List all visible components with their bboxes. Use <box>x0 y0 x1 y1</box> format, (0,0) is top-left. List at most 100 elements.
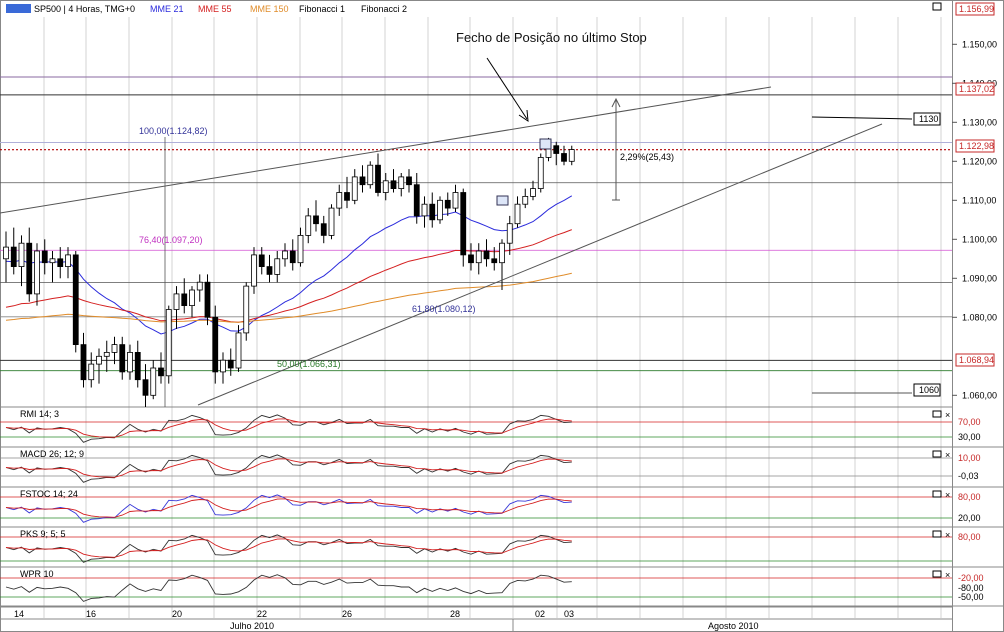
candle-body-35 <box>274 258 281 275</box>
macd-close-icon: × <box>945 450 950 460</box>
candle-body-29 <box>227 359 234 369</box>
candle-33 <box>258 247 265 275</box>
fib-100-label: 100,00(1.124,82) <box>139 126 208 136</box>
rmi-label: RMI 14; 3 <box>20 409 59 419</box>
candle-12 <box>96 348 102 384</box>
fib-50-label: 50,00(1.066,31) <box>277 359 341 369</box>
candle-31 <box>243 282 250 341</box>
symbol-label[interactable]: SP500 | 4 Horas, TMG+0 <box>34 4 135 14</box>
candle-body-69 <box>537 156 544 189</box>
candle-body-12 <box>96 355 102 365</box>
fibonacci2-label[interactable]: Fibonacci 2 <box>361 4 407 14</box>
candle-66 <box>514 196 521 228</box>
candle-18 <box>142 364 149 407</box>
macd-axis-label-0: 10,00 <box>958 453 981 463</box>
candle-72 <box>561 145 567 166</box>
svg-text:1.068,94: 1.068,94 <box>959 355 994 365</box>
candle-body-4 <box>34 250 40 295</box>
axis-label-1068: 1.068,94 <box>955 353 995 367</box>
candle-9 <box>72 251 79 353</box>
candle-body-60 <box>468 254 474 264</box>
lower-channel-line <box>197 123 883 406</box>
pks-maximize-icon <box>932 530 942 538</box>
mme55-label[interactable]: MME 55 <box>198 4 232 14</box>
price-tick-label-3: 1.120,00 <box>962 156 997 166</box>
candle-body-20 <box>158 367 164 377</box>
candle-20 <box>158 352 164 384</box>
price-tick-label-8: 1.060,00 <box>962 390 997 400</box>
rmi-pane: RMI 14; 3 × 70,00 30,00 <box>0 409 1004 448</box>
maximize-icon[interactable] <box>932 2 942 11</box>
candle-body-49 <box>382 180 389 193</box>
fstoc-pane: FSTOC 14; 24 × 80,00 20,00 <box>0 489 1004 528</box>
level-1130-line <box>811 116 913 120</box>
candle-body-6 <box>49 258 56 264</box>
price-tick-label-7: 1.080,00 <box>962 312 997 322</box>
candle-13 <box>103 340 110 372</box>
candle-34 <box>266 254 273 283</box>
candle-15 <box>119 336 126 380</box>
rmi-line-main <box>5 414 572 443</box>
time-month-1: Agosto 2010 <box>708 621 759 631</box>
mme150-label[interactable]: MME 150 <box>250 4 289 14</box>
candle-body-15 <box>119 344 126 373</box>
candle-8 <box>65 247 71 279</box>
level-1060-label: 1060 <box>919 385 939 395</box>
mme21-label[interactable]: MME 21 <box>150 4 184 14</box>
candle-body-34 <box>266 266 273 275</box>
candle-body-16 <box>127 351 133 373</box>
candle-body-44 <box>344 192 350 201</box>
candle-41 <box>320 215 327 244</box>
fstoc-label: FSTOC 14; 24 <box>20 489 78 499</box>
candle-body-17 <box>134 351 141 381</box>
grid-lines <box>43 17 942 618</box>
candle-body-22 <box>173 293 180 310</box>
candle-body-42 <box>328 207 335 236</box>
candle-17 <box>134 340 141 388</box>
svg-text:1.122,98: 1.122,98 <box>959 141 994 151</box>
pks-close-icon: × <box>945 530 950 540</box>
candle-49 <box>382 173 389 201</box>
time-tick-4: 26 <box>342 609 352 619</box>
candle-body-21 <box>165 309 172 377</box>
level-1060-box: 1060 <box>913 383 941 397</box>
candle-body-64 <box>499 242 505 264</box>
rmi-maximize-icon <box>932 410 942 418</box>
candle-65 <box>506 215 513 255</box>
buy-marker <box>496 195 509 206</box>
fstoc-axis-label-1: 20,00 <box>958 513 981 523</box>
candle-22 <box>173 286 180 329</box>
candle-body-48 <box>375 164 381 193</box>
fibonacci1-label[interactable]: Fibonacci 1 <box>299 4 345 14</box>
annotation-arrow-head <box>518 109 529 122</box>
candle-26 <box>204 274 211 326</box>
candles <box>3 137 575 407</box>
candle-58 <box>452 184 459 212</box>
fib-618-label: 61,80(1.080,12) <box>412 304 476 314</box>
candle-37 <box>289 239 296 271</box>
candle-3 <box>26 227 33 302</box>
candle-body-0 <box>3 246 9 260</box>
wpr-pane: WPR 10 × -20,00 -50,00-80,00 <box>0 569 1004 607</box>
candle-body-55 <box>429 203 436 221</box>
candle-body-50 <box>390 180 397 190</box>
candle-60 <box>468 243 474 271</box>
candle-52 <box>406 169 412 193</box>
candle-body-73 <box>568 149 575 162</box>
price-tick-label-6: 1.090,00 <box>962 273 997 283</box>
series-icon[interactable] <box>6 4 31 13</box>
candle-body-57 <box>444 199 451 209</box>
svg-text:1.137,02: 1.137,02 <box>959 84 994 94</box>
time-tick-2: 20 <box>172 609 182 619</box>
candle-73 <box>568 145 575 166</box>
rmi-close-icon: × <box>945 410 950 420</box>
candle-62 <box>483 239 490 267</box>
pks-pane: PKS 9; 5; 5 × 80,00 <box>0 529 1004 568</box>
rmi-axis-label-0: 70,00 <box>958 417 981 427</box>
candle-body-5 <box>41 250 48 264</box>
candle-16 <box>127 344 133 380</box>
candle-body-36 <box>282 250 288 260</box>
sell-marker <box>539 138 552 150</box>
candle-10 <box>80 332 87 388</box>
candle-body-18 <box>142 379 149 396</box>
